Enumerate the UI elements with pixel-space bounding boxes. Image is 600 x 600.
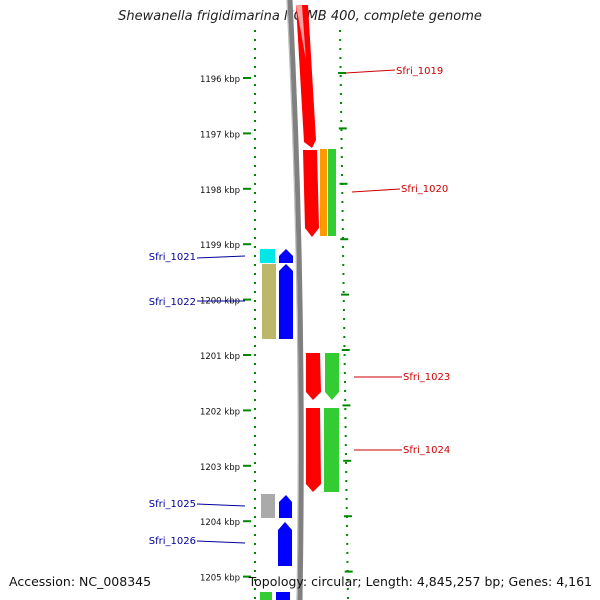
gene-label-sfri-1026[interactable]: Sfri_1026 (149, 536, 196, 547)
gene-sfri-1021-arrow[interactable] (279, 249, 293, 263)
chromosome-backbone-highlight (286, 0, 299, 600)
gene-sfri-1019-highlight (296, 5, 306, 60)
scale-tick-label: 1202 kbp (200, 407, 240, 417)
gene-label-sfri-1025[interactable]: Sfri_1025 (149, 499, 196, 510)
scale-ticks: 1196 kbp 1197 kbp 1198 kbp 1199 kbp 1200 kbp… (200, 72, 353, 584)
next-gene-cog (260, 592, 272, 600)
gene-label-sfri-1020[interactable]: Sfri_1020 (401, 184, 448, 195)
gene-label-sfri-1021[interactable]: Sfri_1021 (149, 252, 196, 263)
scale-tick-label: 1200 kbp (200, 297, 240, 307)
label-leaders (196, 69, 402, 544)
right-scale-dots (339, 29, 349, 600)
accession-text: Accession: NC_008345 (9, 574, 152, 589)
scale-tick-label: 1201 kbp (200, 352, 240, 362)
forward-strand-genes (296, 5, 339, 492)
gene-sfri-1026-arrow[interactable] (278, 522, 292, 566)
gene-sfri-1020-cog-orange (320, 149, 327, 236)
scale-tick-label: 1205 kbp (200, 574, 240, 584)
chromosome-backbone (287, 0, 304, 600)
gene-sfri-1020-arrow[interactable] (303, 150, 319, 237)
gene-label-sfri-1019[interactable]: Sfri_1019 (396, 66, 443, 77)
next-gene-arrow (276, 592, 290, 600)
gene-sfri-1024-arrow[interactable] (306, 408, 321, 492)
gene-label-sfri-1022[interactable]: Sfri_1022 (149, 297, 196, 308)
gene-sfri-1022-arrow[interactable] (279, 264, 293, 339)
gene-sfri-1020-cog-green (328, 149, 336, 236)
gene-sfri-1025-arrow[interactable] (279, 495, 292, 518)
scale-tick-label: 1196 kbp (200, 75, 240, 85)
scale-tick-label: 1199 kbp (200, 241, 240, 251)
gene-sfri-1022-cog (262, 264, 276, 339)
gene-labels: Sfri_1019 Sfri_1020 Sfri_1021 Sfri_1022 … (149, 66, 450, 547)
scale-tick-label: 1204 kbp (200, 518, 240, 528)
reverse-strand-genes (260, 249, 293, 600)
scale-tick-label: 1198 kbp (200, 186, 240, 196)
topology-text: Topology: circular; Length: 4,845,257 bp… (248, 574, 592, 589)
gene-sfri-1021-cog (260, 249, 275, 263)
gene-sfri-1023-arrow[interactable] (306, 353, 321, 400)
gene-sfri-1023-cog (325, 353, 339, 400)
scale-tick-label: 1203 kbp (200, 463, 240, 473)
gene-label-sfri-1023[interactable]: Sfri_1023 (403, 372, 450, 383)
scale-tick-label: 1197 kbp (200, 130, 240, 140)
gene-label-sfri-1024[interactable]: Sfri_1024 (403, 445, 450, 456)
gene-sfri-1025-cog (261, 494, 275, 518)
gene-sfri-1019-arrow[interactable] (296, 5, 316, 148)
gene-sfri-1024-cog (324, 408, 339, 492)
